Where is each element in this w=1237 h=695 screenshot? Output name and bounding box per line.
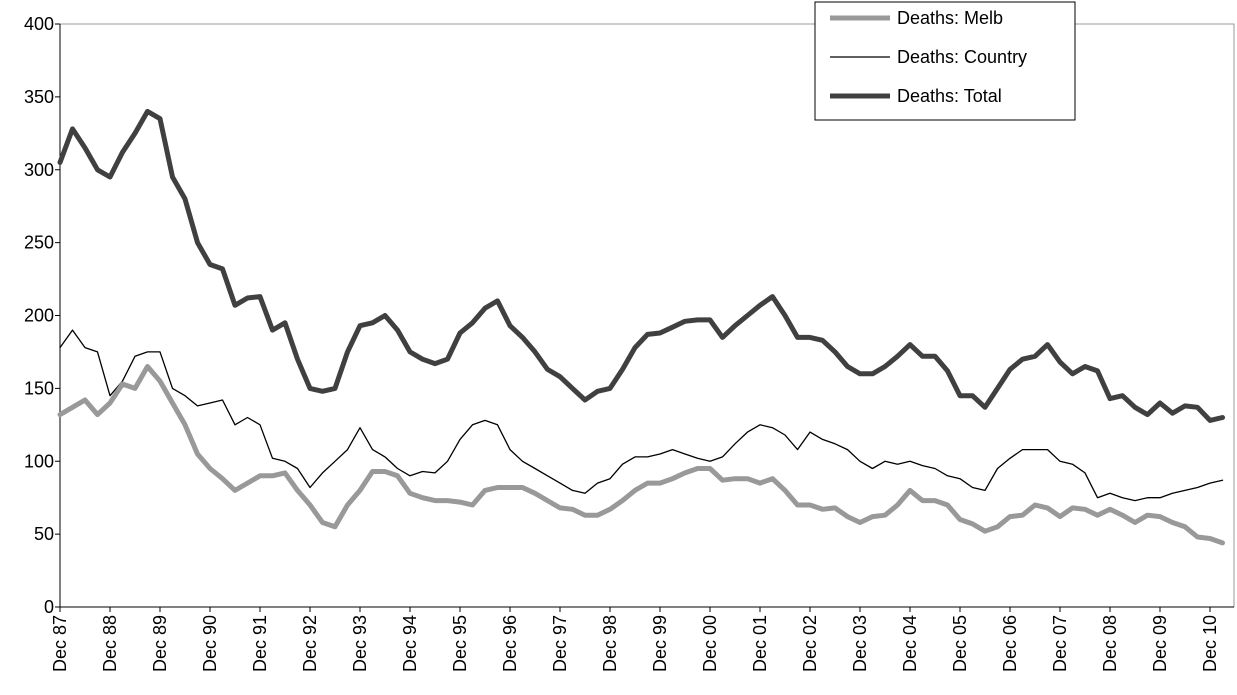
x-tick-label: Dec 92 <box>300 615 320 672</box>
x-tick-label: Dec 91 <box>250 615 270 672</box>
x-tick-label: Dec 90 <box>200 615 220 672</box>
x-tick-label: Dec 94 <box>400 615 420 672</box>
legend-label: Deaths: Total <box>897 86 1002 106</box>
x-tick-label: Dec 98 <box>600 615 620 672</box>
series-line <box>59 329 1224 502</box>
y-tick-label: 50 <box>34 524 54 544</box>
x-tick-label: Dec 99 <box>650 615 670 672</box>
x-tick-label: Dec 01 <box>750 615 770 672</box>
y-tick-label: 200 <box>24 306 54 326</box>
x-tick-label: Dec 08 <box>1100 615 1120 672</box>
x-tick-label: Dec 05 <box>950 615 970 672</box>
x-tick-label: Dec 10 <box>1200 615 1220 672</box>
x-tick-label: Dec 87 <box>50 615 70 672</box>
y-tick-label: 150 <box>24 378 54 398</box>
x-tick-label: Dec 88 <box>100 615 120 672</box>
legend-box <box>814 1 1076 121</box>
y-tick-label: 100 <box>24 451 54 471</box>
x-tick-label: Dec 97 <box>550 615 570 672</box>
y-tick-label: 250 <box>24 233 54 253</box>
y-tick-label: 350 <box>24 87 54 107</box>
x-tick-label: Dec 09 <box>1150 615 1170 672</box>
legend: Deaths: Melb Deaths: Country Deaths: Total <box>814 1 1076 121</box>
series-line <box>57 108 1225 423</box>
x-tick-label: Dec 89 <box>150 615 170 672</box>
x-tick-label: Dec 03 <box>850 615 870 672</box>
y-tick-label: 300 <box>24 160 54 180</box>
x-tick-label: Dec 04 <box>900 615 920 672</box>
x-tick-label: Dec 95 <box>450 615 470 672</box>
x-tick-label: Dec 06 <box>1000 615 1020 672</box>
x-tick-label: Dec 96 <box>500 615 520 672</box>
y-tick-label: 400 <box>24 14 54 34</box>
legend-label: Deaths: Melb <box>897 8 1003 28</box>
y-tick-label: 0 <box>44 597 54 617</box>
x-tick-label: Dec 00 <box>700 615 720 672</box>
series-line <box>57 364 1225 546</box>
legend-label: Deaths: Country <box>897 47 1027 67</box>
x-tick-label: Dec 93 <box>350 615 370 672</box>
x-tick-label: Dec 07 <box>1050 615 1070 672</box>
x-tick-label: Dec 02 <box>800 615 820 672</box>
